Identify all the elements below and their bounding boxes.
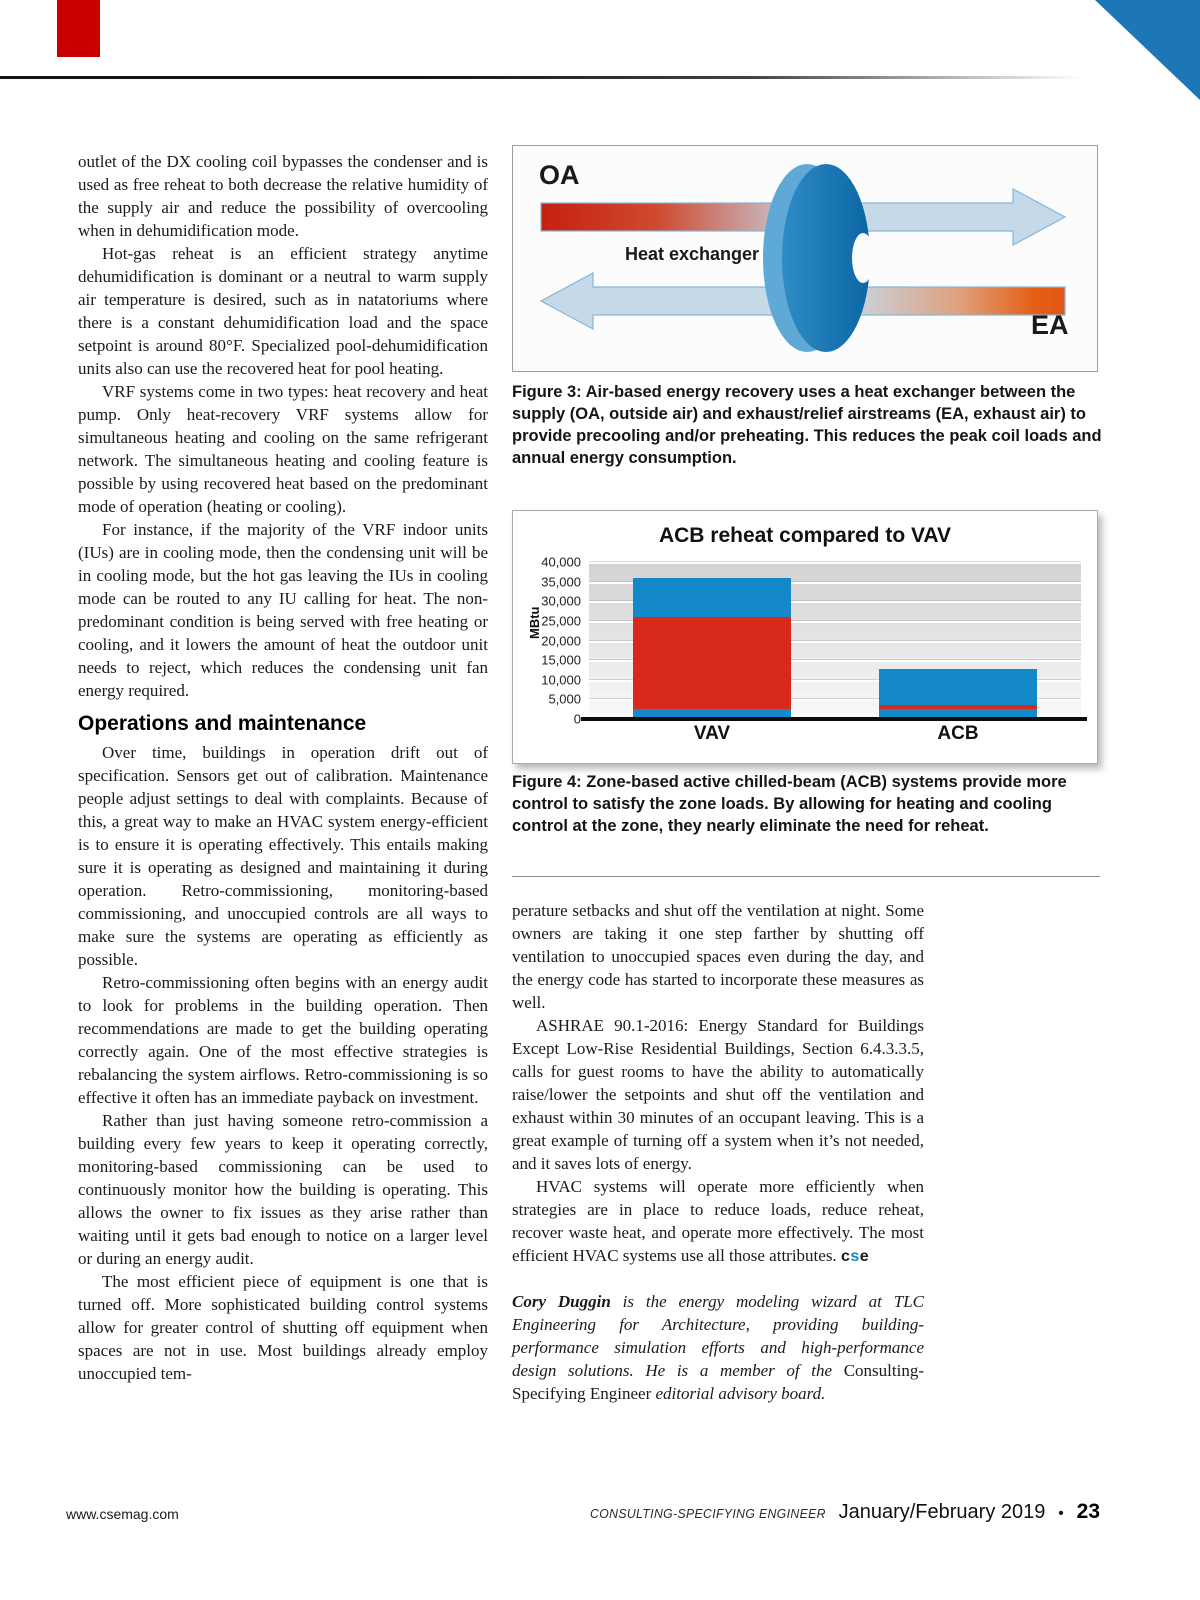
gridline xyxy=(589,562,1081,564)
chart-category-labels: VAV ACB xyxy=(589,723,1081,749)
figure3-box: OA Heat exchanger EA xyxy=(512,145,1098,372)
right-column: perature setbacks and shut off the venti… xyxy=(512,899,924,1405)
y-tick-label: 10,000 xyxy=(541,672,581,688)
author-name: Cory Duggin xyxy=(512,1292,611,1311)
paragraph: Rather than just having someone retro-co… xyxy=(78,1111,488,1268)
y-tick-label: 20,000 xyxy=(541,633,581,648)
footer-magazine: Consulting-Specifying Engineer xyxy=(589,1506,826,1521)
gridline xyxy=(589,660,1081,663)
y-tick-label: 0 xyxy=(573,711,581,727)
corner-accent-red xyxy=(57,0,100,57)
oa-label: OA xyxy=(539,160,580,190)
footer-page-number: 23 xyxy=(1076,1500,1100,1523)
paragraph: ASHRAE 90.1-2016: Energy Standard for Bu… xyxy=(512,1016,924,1173)
cse-logo: cse xyxy=(840,1248,870,1265)
left-column: outlet of the DX cooling coil bypasses t… xyxy=(78,150,488,1385)
bar-segment-blue-lower xyxy=(633,709,791,719)
ea-label: EA xyxy=(1031,310,1069,340)
y-tick-label: 5,000 xyxy=(548,691,581,707)
author-bio: Cory Duggin is the energy modeling wizar… xyxy=(512,1292,924,1403)
y-tick-label: 15,000 xyxy=(541,652,581,668)
bar-segment-red-middle xyxy=(633,616,791,710)
chart-plot: 40,000 35,000 30,000 25,000 20,000 15,000 10,0… xyxy=(541,555,1081,727)
paragraph: Retro-commissioning often begins with an… xyxy=(78,973,488,1107)
y-tick-label: 35,000 xyxy=(541,574,581,590)
footer: Consulting-Specifying Engineer January/F… xyxy=(575,1500,1100,1524)
paragraph: HVAC systems will operate more efficient… xyxy=(512,1177,924,1265)
paragraph: VRF systems come in two types: heat reco… xyxy=(78,382,488,516)
exchanger-wheel xyxy=(763,164,874,352)
corner-accent-blue xyxy=(1095,0,1200,100)
magazine-name: Consulting-Specifying Engineer xyxy=(512,1361,924,1403)
chart-ylabel: MBtu xyxy=(527,606,542,640)
figure3-caption: Figure 3: Air-based energy recovery uses… xyxy=(512,383,1102,467)
paragraph: Over time, buildings in operation drift … xyxy=(78,743,488,969)
y-tick-label: 40,000 xyxy=(541,554,581,570)
gridline xyxy=(589,699,1081,702)
stacked-bar-acb xyxy=(879,562,1037,719)
paragraph: The most efficient piece of equipment is… xyxy=(78,1272,488,1383)
paragraph: For instance, if the majority of the VRF… xyxy=(78,520,488,700)
footer-bullet: • xyxy=(1058,1505,1064,1522)
paragraph: Hot-gas reheat is an efficient strategy … xyxy=(78,244,488,378)
figure4-box: ACB reheat compared to VAV MBtu 40,000 35… xyxy=(512,510,1098,764)
gridline xyxy=(589,581,1081,584)
gridline xyxy=(589,601,1081,604)
bar-segment-blue-upper xyxy=(879,669,1037,706)
footer-issue: January/February 2019 xyxy=(838,1501,1046,1523)
paragraph: outlet of the DX cooling coil bypasses t… xyxy=(78,152,488,240)
bar-segment-red-middle xyxy=(879,705,1037,710)
figure4-caption: Figure 4: Zone-based active chilled-beam… xyxy=(512,773,1067,835)
stacked-bar-vav xyxy=(633,562,791,719)
footer-website: www.csemag.com xyxy=(66,1506,179,1522)
category-label: ACB xyxy=(937,723,979,744)
gridline xyxy=(589,620,1081,623)
section-heading: Operations and maintenance xyxy=(78,712,367,735)
heat-exchanger-label: Heat exchanger xyxy=(625,244,760,264)
figure3-diagram xyxy=(539,164,1067,352)
y-tick-label: 25,000 xyxy=(541,613,581,629)
bar-segment-blue-upper xyxy=(633,577,791,617)
bar-segment-blue-lower xyxy=(879,709,1037,719)
section-rule xyxy=(512,876,1100,877)
paragraph: perature setbacks and shut off the venti… xyxy=(512,901,924,1012)
category-label: VAV xyxy=(693,723,731,744)
top-rule xyxy=(0,76,1105,79)
chart-axis xyxy=(581,717,1087,721)
y-tick-label: 30,000 xyxy=(541,593,581,609)
gridline xyxy=(589,679,1081,682)
chart-title: ACB reheat compared to VAV xyxy=(658,524,952,547)
gridline xyxy=(589,640,1081,643)
